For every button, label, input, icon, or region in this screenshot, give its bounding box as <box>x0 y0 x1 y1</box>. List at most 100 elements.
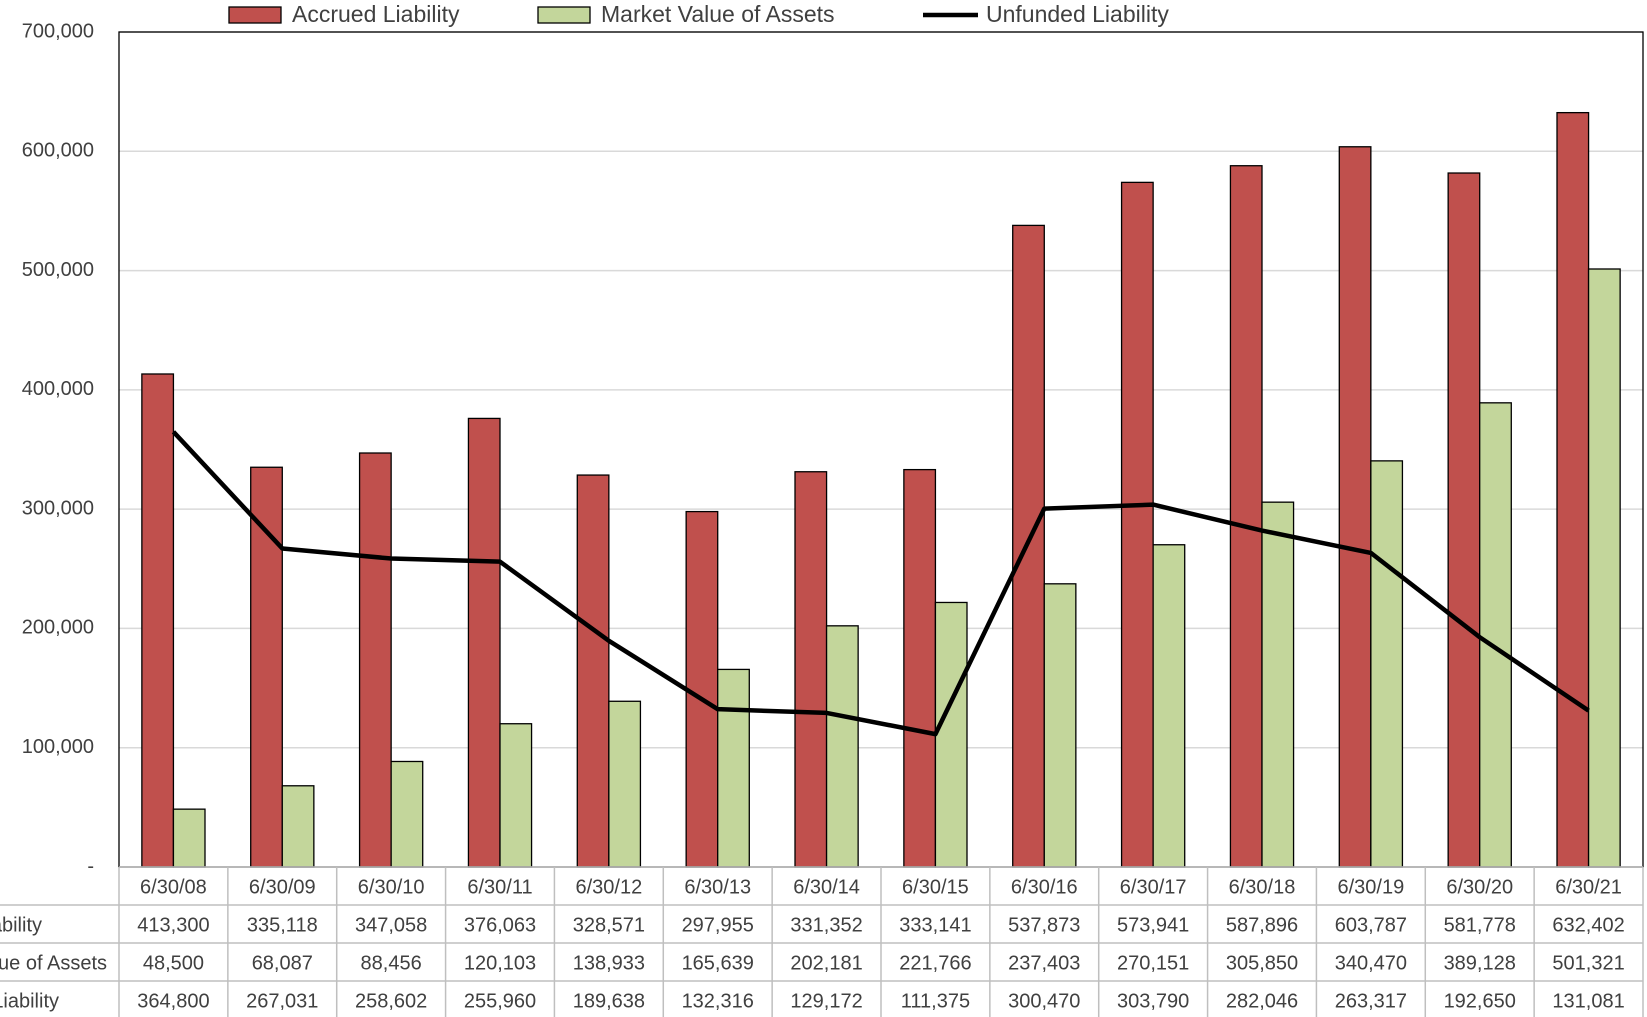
table-cell: 300,470 <box>1008 990 1080 1012</box>
y-tick-label: 500,000 <box>22 259 94 281</box>
table-cell: 297,955 <box>682 914 754 936</box>
bar <box>685 510 719 868</box>
bar <box>608 700 642 868</box>
bar <box>1556 111 1590 868</box>
x-tick-label: 6/30/13 <box>684 876 751 898</box>
table-cell: 202,181 <box>790 952 862 974</box>
bar <box>358 452 392 868</box>
x-tick-label: 6/30/19 <box>1337 876 1404 898</box>
bar <box>825 625 859 868</box>
bar <box>467 417 501 868</box>
y-tick-label: 400,000 <box>22 378 94 400</box>
table-cell: 573,941 <box>1117 914 1189 936</box>
bar <box>1370 460 1404 868</box>
table-cell: 129,172 <box>790 990 862 1012</box>
table-cell: 632,402 <box>1552 914 1624 936</box>
table-cell: 131,081 <box>1552 990 1624 1012</box>
x-tick-label: 6/30/11 <box>467 876 532 898</box>
bar <box>1120 181 1154 868</box>
bar <box>1261 501 1295 868</box>
x-tick-label: 6/30/17 <box>1120 876 1187 898</box>
bar <box>390 760 424 868</box>
table-cell: 120,103 <box>464 952 536 974</box>
legend-label: Market Value of Assets <box>601 1 835 27</box>
bar <box>1479 402 1512 868</box>
bar <box>172 808 206 868</box>
table-cell: 328,571 <box>573 914 645 936</box>
bar <box>499 723 533 868</box>
table-row-label: Unfunded Liability <box>0 990 59 1012</box>
table-cell: 331,352 <box>790 914 862 936</box>
table-row-label: Market Value of Assets <box>0 952 107 974</box>
bar <box>1229 165 1263 868</box>
table-cell: 335,118 <box>247 914 318 936</box>
table-cell: 537,873 <box>1008 914 1080 936</box>
table-cell: 237,403 <box>1008 952 1080 974</box>
bar <box>903 468 937 868</box>
table-cell: 340,470 <box>1335 952 1407 974</box>
table-cell: 138,933 <box>573 952 645 974</box>
legend-label: Unfunded Liability <box>986 1 1169 27</box>
table-cell: 581,778 <box>1444 914 1516 936</box>
table-row-label: Accrued Liability <box>0 914 42 936</box>
table-cell: 88,456 <box>361 952 422 974</box>
table-cell: 221,766 <box>899 952 971 974</box>
table-cell: 333,141 <box>899 914 971 936</box>
bar <box>1043 583 1077 868</box>
plot-frame <box>118 31 1644 868</box>
table-cell: 189,638 <box>573 990 645 1012</box>
table-cell: 303,790 <box>1117 990 1189 1012</box>
bar <box>141 373 175 868</box>
legend-label: Accrued Liability <box>292 1 460 27</box>
x-tick-label: 6/30/10 <box>358 876 425 898</box>
table-cell: 376,063 <box>464 914 536 936</box>
y-tick-label: - <box>87 855 94 877</box>
y-tick-label: 300,000 <box>22 497 94 519</box>
table-cell: 364,800 <box>137 990 209 1012</box>
table-cell: 282,046 <box>1226 990 1298 1012</box>
table-cell: 270,151 <box>1117 952 1189 974</box>
bar <box>794 471 828 868</box>
table-cell: 413,300 <box>137 914 209 936</box>
table-cell: 267,031 <box>246 990 318 1012</box>
bar <box>717 668 750 868</box>
table-cell: 132,316 <box>682 990 754 1012</box>
table-cell: 389,128 <box>1444 952 1516 974</box>
y-tick-label: 700,000 <box>22 20 94 42</box>
x-tick-label: 6/30/12 <box>575 876 642 898</box>
table-cell: 165,639 <box>682 952 754 974</box>
y-tick-label: 600,000 <box>22 140 94 162</box>
x-tick-label: 6/30/15 <box>902 876 969 898</box>
table-cell: 347,058 <box>355 914 427 936</box>
bar <box>1338 146 1372 868</box>
bar <box>576 474 610 868</box>
table-cell: 255,960 <box>464 990 536 1012</box>
table-cell: 48,500 <box>143 952 204 974</box>
table-cell: 68,087 <box>252 952 313 974</box>
x-tick-label: 6/30/18 <box>1229 876 1296 898</box>
table-cell: 263,317 <box>1335 990 1407 1012</box>
table-cell: 192,650 <box>1444 990 1516 1012</box>
bar <box>281 785 315 868</box>
table-cell: 305,850 <box>1226 952 1298 974</box>
legend-swatch <box>537 6 591 24</box>
bar <box>934 601 968 868</box>
x-tick-label: 6/30/20 <box>1446 876 1513 898</box>
x-tick-label: 6/30/09 <box>249 876 316 898</box>
table-cell: 501,321 <box>1552 952 1624 974</box>
line-series <box>171 430 1590 737</box>
y-tick-label: 200,000 <box>22 617 94 639</box>
table-cell: 258,602 <box>355 990 427 1012</box>
bar <box>1447 172 1481 868</box>
bar <box>250 466 283 868</box>
y-tick-label: 100,000 <box>22 736 94 758</box>
x-tick-label: 6/30/21 <box>1555 876 1622 898</box>
x-tick-label: 6/30/14 <box>793 876 860 898</box>
legend-swatch <box>228 6 282 24</box>
bar <box>1152 544 1186 868</box>
table-cell: 587,896 <box>1226 914 1298 936</box>
table-cell: 111,375 <box>901 990 970 1012</box>
x-tick-label: 6/30/16 <box>1011 876 1078 898</box>
